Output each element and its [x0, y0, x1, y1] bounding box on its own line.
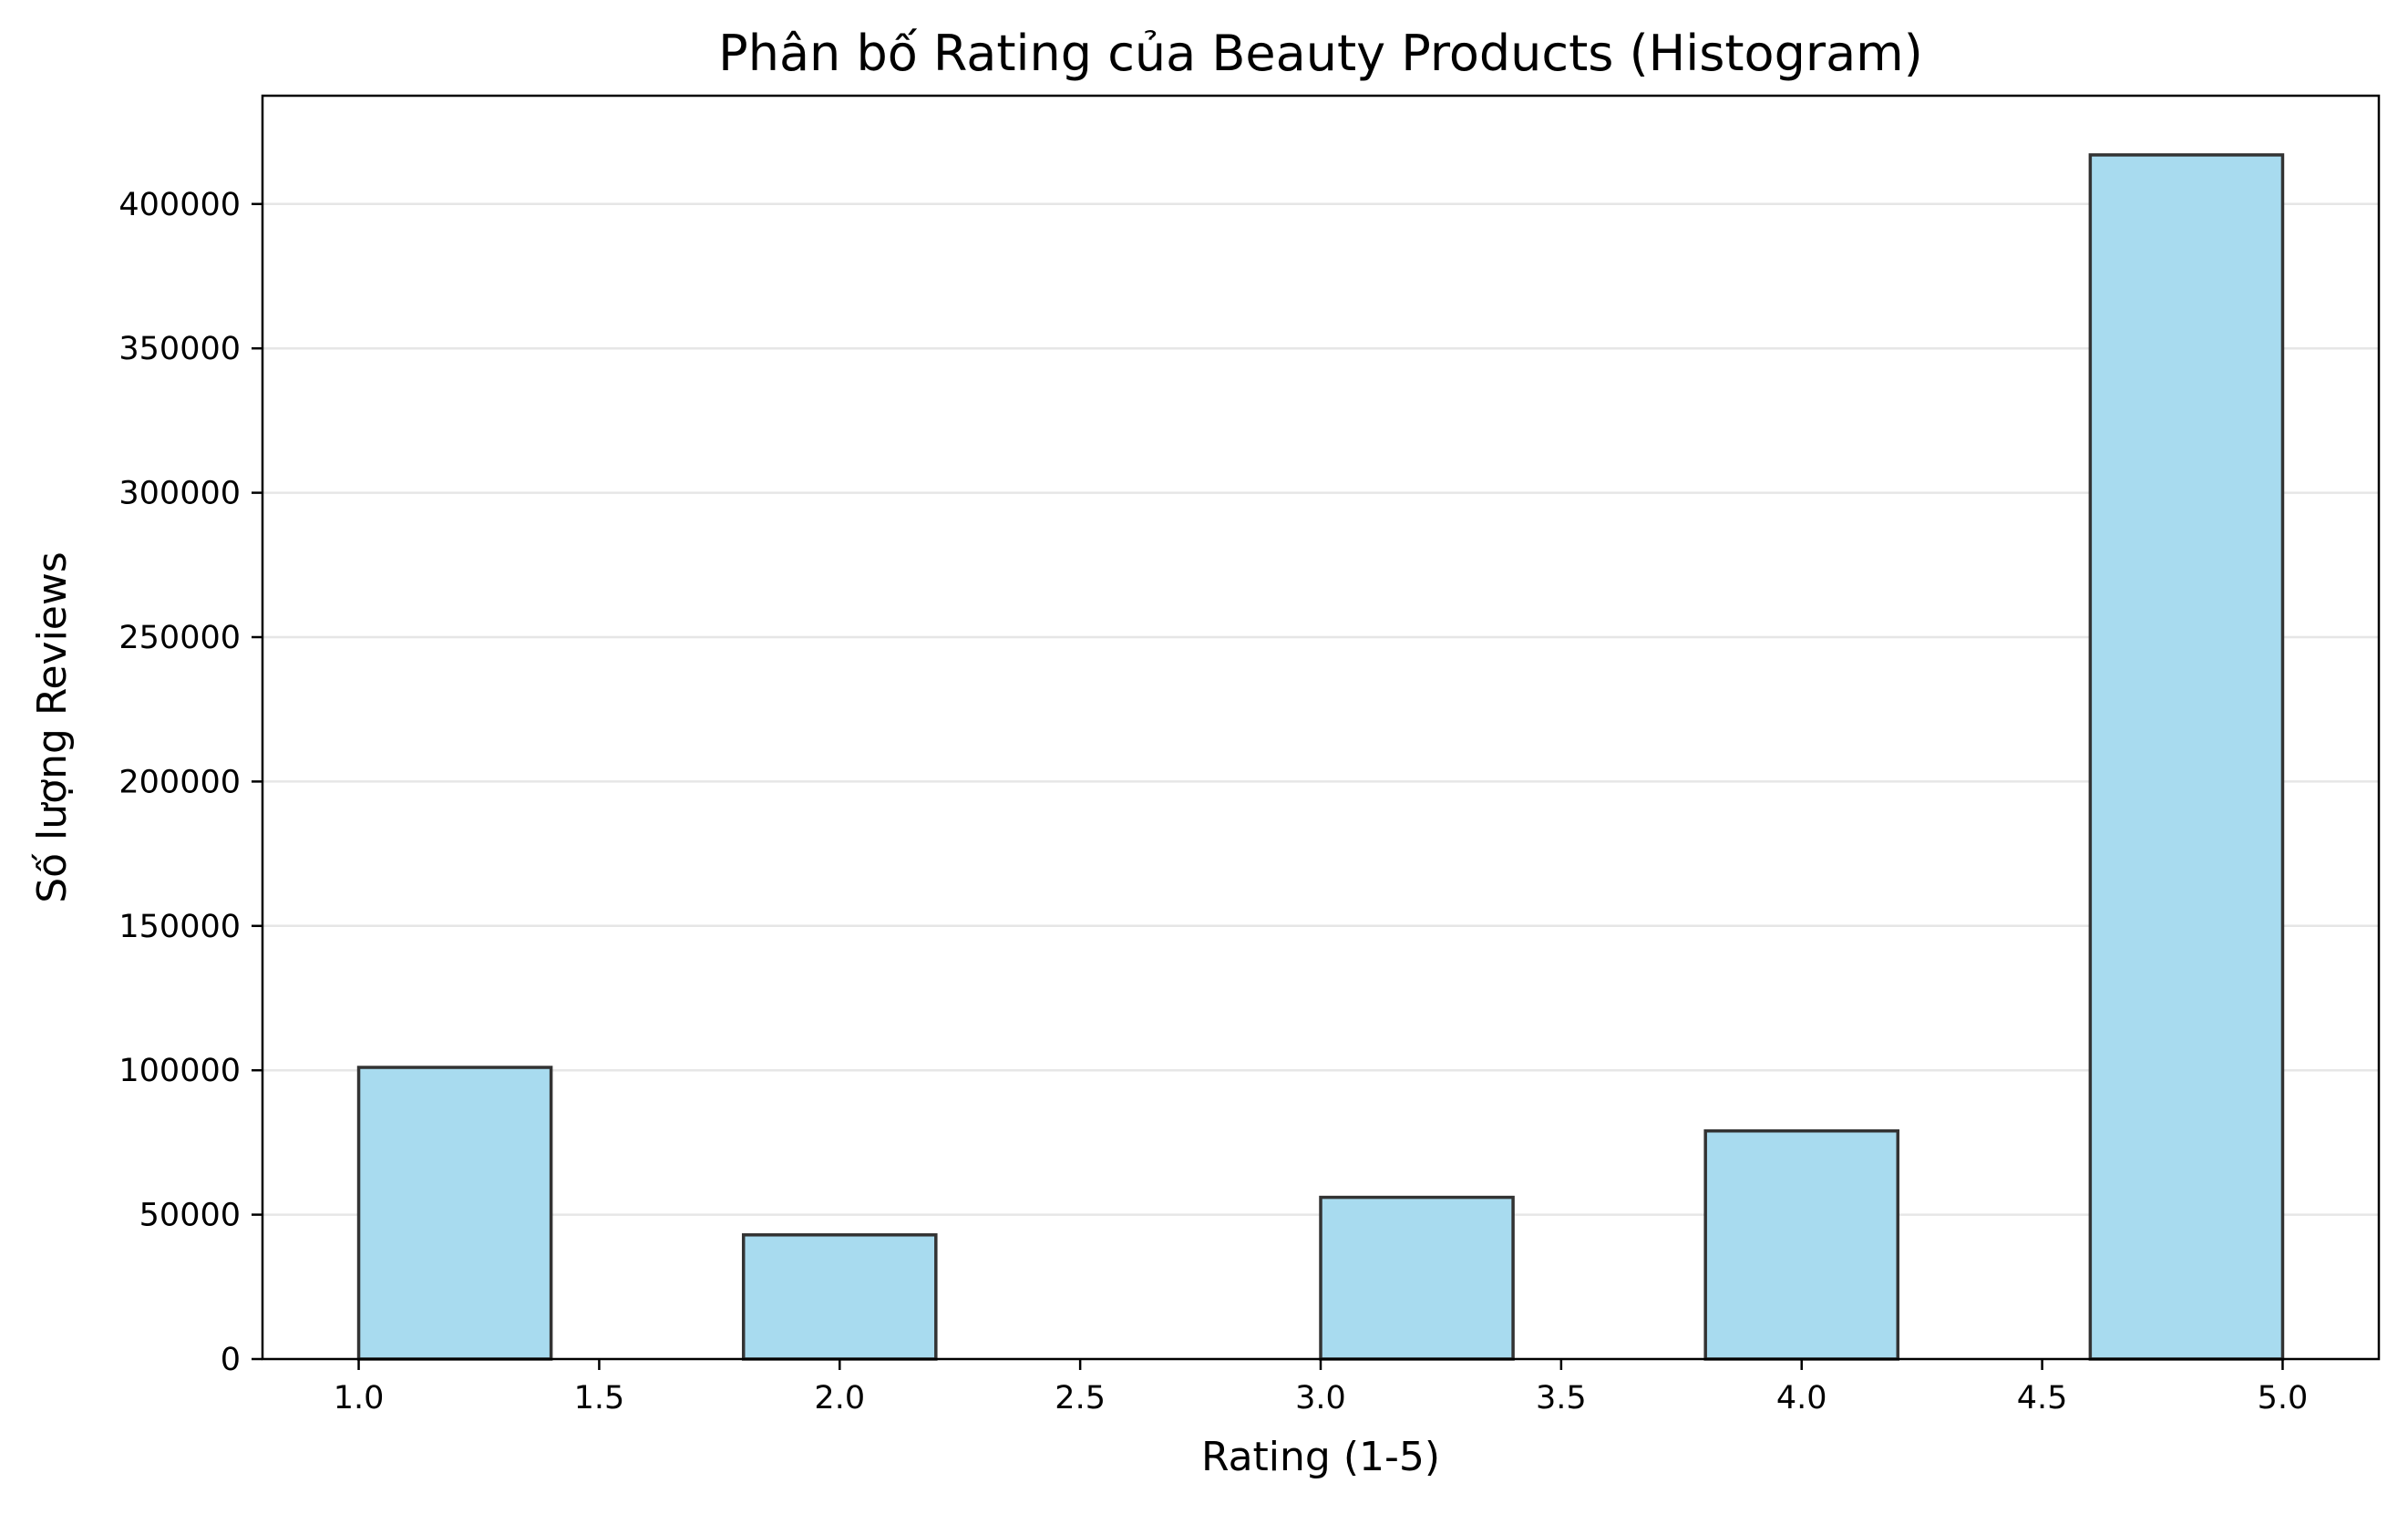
- y-tick-label: 300000: [118, 476, 241, 512]
- y-tick-label: 350000: [118, 331, 241, 367]
- histogram-bar: [2088, 153, 2285, 1361]
- plot-frame: [261, 94, 2381, 1361]
- y-tick-label: 250000: [118, 620, 241, 656]
- x-tick-label: 4.0: [1776, 1380, 1827, 1416]
- x-tick-label: 3.0: [1295, 1380, 1346, 1416]
- y-tick-label: 150000: [118, 909, 241, 945]
- histogram-bar: [356, 1066, 553, 1361]
- histogram-bar: [1703, 1128, 1900, 1361]
- x-tick-label: 1.5: [574, 1380, 625, 1416]
- x-tick-label: 2.0: [814, 1380, 865, 1416]
- y-tick-label: 50000: [139, 1198, 241, 1234]
- histogram-bar: [1319, 1195, 1515, 1361]
- bars: [356, 153, 2285, 1361]
- y-tick-label: 400000: [118, 187, 241, 223]
- y-axis-label: Số lượng Reviews: [29, 551, 76, 903]
- gridlines: [262, 202, 2379, 1216]
- y-tick-label: 100000: [118, 1053, 241, 1089]
- y-tick-label: 0: [221, 1342, 241, 1378]
- y-tick-label: 200000: [118, 764, 241, 800]
- x-tick-label: 5.0: [2258, 1380, 2309, 1416]
- chart-title: Phân bố Rating của Beauty Products (Hist…: [718, 25, 1923, 82]
- histogram-bar: [741, 1233, 938, 1361]
- x-tick-label: 4.5: [2017, 1380, 2068, 1416]
- ticks: 0 50000 100000 150000 200000 250000 300000 3500…: [118, 187, 2308, 1416]
- x-tick-label: 2.5: [1055, 1380, 1106, 1416]
- x-tick-label: 3.5: [1536, 1380, 1587, 1416]
- x-tick-label: 1.0: [334, 1380, 385, 1416]
- x-axis-label: Rating (1-5): [1201, 1434, 1440, 1480]
